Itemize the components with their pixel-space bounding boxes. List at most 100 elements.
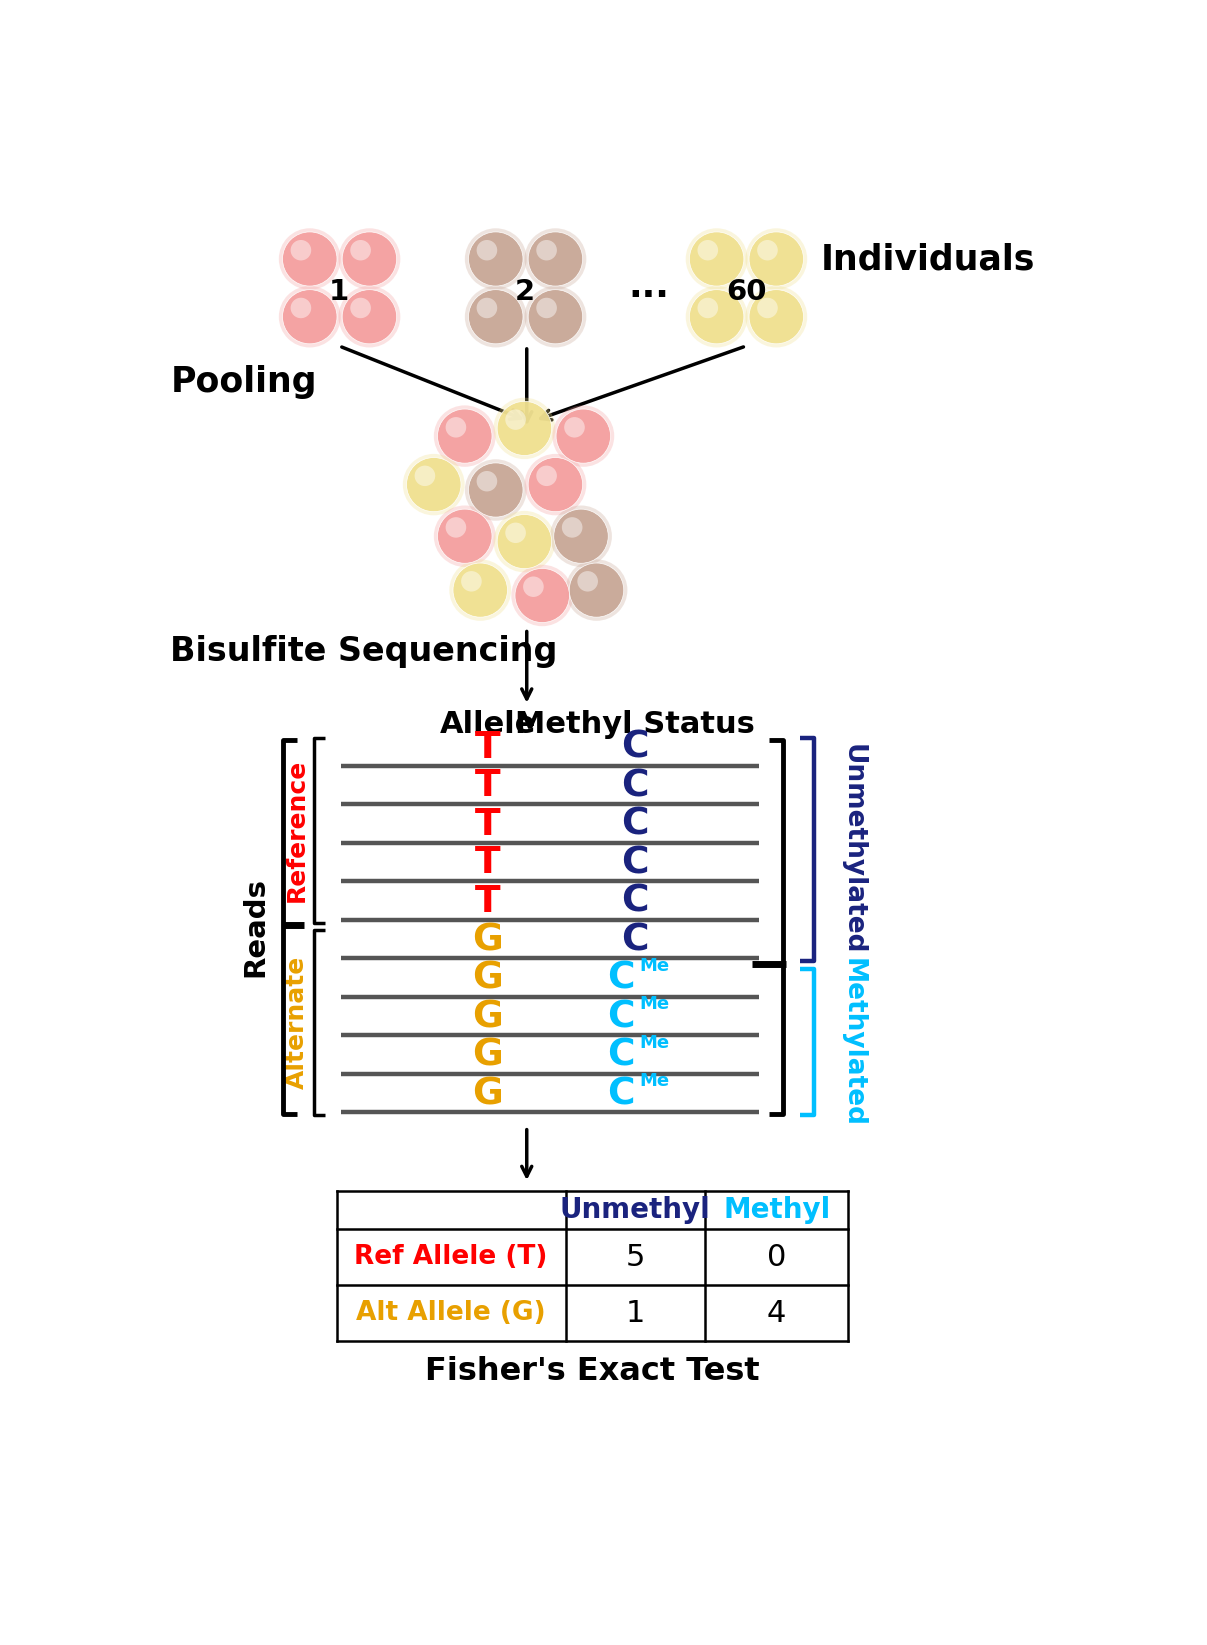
Text: Individuals: Individuals — [821, 242, 1036, 276]
Ellipse shape — [477, 470, 497, 492]
Ellipse shape — [570, 563, 624, 617]
Text: C: C — [607, 1038, 635, 1074]
Ellipse shape — [506, 410, 526, 429]
Text: T: T — [476, 883, 501, 920]
Text: C: C — [607, 1076, 635, 1112]
Ellipse shape — [468, 232, 523, 286]
Text: Allele: Allele — [439, 711, 536, 739]
Text: G: G — [473, 961, 503, 997]
Ellipse shape — [497, 515, 552, 569]
Text: 2: 2 — [515, 278, 535, 306]
Ellipse shape — [350, 298, 371, 317]
Ellipse shape — [529, 457, 583, 512]
Ellipse shape — [433, 505, 496, 568]
Text: Me: Me — [640, 1073, 670, 1091]
Text: C: C — [622, 846, 649, 882]
Text: Unmethyl: Unmethyl — [560, 1196, 711, 1224]
Ellipse shape — [746, 229, 807, 290]
Text: Reads: Reads — [241, 877, 269, 977]
Ellipse shape — [279, 286, 340, 347]
Ellipse shape — [757, 298, 777, 317]
Ellipse shape — [564, 418, 585, 438]
Text: G: G — [473, 1038, 503, 1074]
Ellipse shape — [433, 405, 496, 467]
Ellipse shape — [536, 298, 556, 317]
Text: Me: Me — [640, 957, 670, 975]
Ellipse shape — [465, 286, 526, 347]
Text: Bisulfite Sequencing: Bisulfite Sequencing — [170, 635, 558, 668]
Text: C: C — [622, 923, 649, 959]
Text: 4: 4 — [766, 1298, 787, 1328]
Ellipse shape — [529, 232, 583, 286]
Ellipse shape — [686, 229, 747, 290]
Ellipse shape — [437, 410, 492, 464]
Ellipse shape — [689, 290, 744, 344]
Ellipse shape — [750, 232, 804, 286]
Ellipse shape — [291, 240, 311, 260]
Text: Me: Me — [640, 1033, 670, 1051]
Ellipse shape — [350, 240, 371, 260]
Text: T: T — [476, 808, 501, 842]
Ellipse shape — [445, 517, 466, 538]
Text: C: C — [622, 883, 649, 920]
Ellipse shape — [437, 510, 492, 563]
Ellipse shape — [556, 410, 611, 464]
Ellipse shape — [494, 398, 555, 459]
Ellipse shape — [554, 510, 608, 563]
Text: G: G — [473, 1000, 503, 1035]
Ellipse shape — [698, 240, 718, 260]
Ellipse shape — [291, 298, 311, 317]
Ellipse shape — [525, 286, 587, 347]
Ellipse shape — [553, 405, 614, 467]
Ellipse shape — [577, 571, 597, 592]
Text: Alternate: Alternate — [285, 956, 309, 1089]
Ellipse shape — [506, 523, 526, 543]
Ellipse shape — [282, 232, 337, 286]
Ellipse shape — [525, 454, 587, 515]
Ellipse shape — [403, 454, 465, 515]
Text: Pooling: Pooling — [170, 365, 316, 400]
Text: Me: Me — [640, 995, 670, 1013]
Text: C: C — [622, 768, 649, 804]
Ellipse shape — [550, 505, 612, 568]
Text: Methyl Status: Methyl Status — [515, 711, 756, 739]
Text: C: C — [622, 730, 649, 767]
Text: T: T — [476, 846, 501, 882]
Text: 60: 60 — [725, 278, 766, 306]
Text: Methylated: Methylated — [839, 957, 865, 1127]
Ellipse shape — [525, 229, 587, 290]
Text: C: C — [622, 808, 649, 842]
Ellipse shape — [465, 459, 526, 521]
Text: T: T — [476, 730, 501, 767]
Ellipse shape — [536, 240, 556, 260]
Text: C: C — [607, 1000, 635, 1035]
Ellipse shape — [515, 569, 570, 622]
Text: G: G — [473, 923, 503, 959]
Ellipse shape — [529, 290, 583, 344]
Ellipse shape — [689, 232, 744, 286]
Text: Methyl: Methyl — [723, 1196, 830, 1224]
Ellipse shape — [686, 286, 747, 347]
Text: 1: 1 — [625, 1298, 645, 1328]
Text: Ref Allele (T): Ref Allele (T) — [355, 1244, 548, 1270]
Text: ...: ... — [628, 270, 669, 304]
Ellipse shape — [494, 512, 555, 572]
Ellipse shape — [338, 229, 401, 290]
Ellipse shape — [342, 232, 397, 286]
Ellipse shape — [453, 563, 507, 617]
Text: C: C — [607, 961, 635, 997]
Text: 1: 1 — [330, 278, 349, 306]
Ellipse shape — [566, 559, 628, 620]
Ellipse shape — [512, 564, 573, 627]
Ellipse shape — [698, 298, 718, 317]
Ellipse shape — [445, 418, 466, 438]
Text: Reference: Reference — [285, 758, 309, 901]
Ellipse shape — [477, 298, 497, 317]
Ellipse shape — [342, 290, 397, 344]
Ellipse shape — [465, 229, 526, 290]
Ellipse shape — [497, 401, 552, 456]
Text: T: T — [476, 768, 501, 804]
Text: 5: 5 — [625, 1244, 645, 1272]
Ellipse shape — [750, 290, 804, 344]
Ellipse shape — [468, 290, 523, 344]
